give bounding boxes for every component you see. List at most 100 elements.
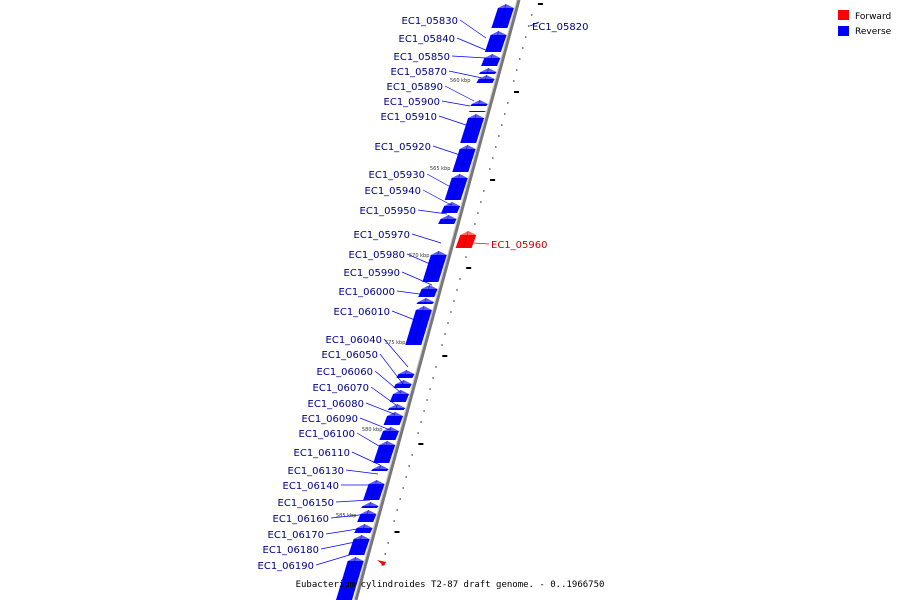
gene-EC1_06160[interactable] [357, 514, 377, 522]
gene-label[interactable]: EC1_06050 [322, 350, 378, 361]
label-leader-line [441, 100, 471, 107]
gene-EC1_06040[interactable] [396, 374, 415, 378]
gene-label[interactable]: EC1_06140 [283, 481, 339, 492]
gene-EC1_06160-cap [360, 510, 377, 514]
gene-label[interactable]: EC1_05920 [375, 142, 431, 153]
label-leader-line [351, 451, 381, 466]
gene-EC1_05830[interactable] [484, 35, 507, 52]
gene-EC1_06050[interactable] [393, 384, 412, 388]
label-leader-line [438, 115, 467, 126]
gene-EC1_05930[interactable] [444, 178, 468, 200]
gene-label[interactable]: EC1_06040 [326, 335, 382, 346]
gene-EC1_06170[interactable] [354, 528, 373, 533]
ruler-label: 560 kbp [450, 78, 470, 84]
gene-EC1_05990-cap [421, 285, 438, 289]
gene-EC1_05930-cap [451, 174, 468, 178]
gene-label[interactable]: EC1_05890 [387, 82, 443, 93]
gene-EC1_06010[interactable] [405, 310, 432, 345]
genome-caption: Eubacterium cylindroides T2-87 draft gen… [296, 580, 605, 590]
gene-label[interactable]: EC1_06100 [299, 429, 355, 440]
gene-EC1_05840[interactable] [481, 58, 501, 66]
gene-label[interactable]: EC1_05990 [344, 268, 400, 279]
gene-features [336, 3, 514, 600]
label-leader-line [365, 402, 395, 415]
gene-label[interactable]: EC1_05910 [381, 112, 437, 123]
gene-label[interactable]: EC1_06160 [273, 514, 329, 525]
gene-EC1_05850[interactable] [478, 72, 497, 74]
gene-label[interactable]: EC1_06170 [268, 530, 324, 541]
gene-label[interactable]: EC1_06090 [302, 414, 358, 425]
gene-EC1_05890[interactable] [470, 104, 488, 106]
gene-EC1_05820[interactable] [491, 8, 514, 28]
gene-EC1_06140-cap [368, 480, 385, 484]
gene-label[interactable]: EC1_05900 [384, 97, 440, 108]
gene-shade [448, 201, 453, 214]
gene-labels: EC1_05820 EC1_05830 EC1_05840 EC1_05850 EC1_… [258, 16, 589, 572]
gene-label[interactable]: EC1_06180 [263, 545, 319, 556]
gene-shade [463, 230, 469, 249]
gene-label[interactable]: EC1_05870 [391, 67, 447, 78]
gene-EC1_06080[interactable] [383, 416, 404, 425]
gene-shade [492, 30, 499, 53]
gene-EC1_06070-cap [389, 404, 406, 408]
gene-label[interactable]: EC1_06070 [313, 383, 369, 394]
gene-label[interactable]: EC1_05940 [365, 186, 421, 197]
gene-EC1_06110-cap [372, 465, 389, 469]
gene-EC1_05940-cap [444, 202, 461, 206]
gene-EC1_06190[interactable] [336, 561, 364, 600]
ruler-label: 570 kbp [409, 253, 429, 259]
gene-EC1_05980-cap [430, 251, 447, 255]
gene-EC1_05950[interactable] [438, 219, 457, 224]
gene-label[interactable]: EC1_06150 [278, 498, 334, 509]
gene-EC1_06150[interactable] [360, 506, 379, 508]
gene-EC1_05920[interactable] [452, 149, 476, 172]
gene-EC1_05990[interactable] [418, 289, 438, 297]
gene-label[interactable]: EC1_05950 [360, 206, 416, 217]
ruler-label: 565 kbp [430, 166, 450, 172]
gene-shade [424, 297, 427, 305]
label-leader-line [359, 417, 391, 431]
gene-EC1_05910[interactable] [460, 118, 485, 143]
gene-EC1_05960[interactable] [455, 235, 477, 248]
gene-label[interactable]: EC1_05960 [491, 240, 547, 251]
gene-shade [412, 305, 425, 346]
gene-label[interactable]: EC1_06130 [288, 466, 344, 477]
gene-label[interactable]: EC1_06060 [317, 367, 373, 378]
gene-EC1_06190-cap [347, 557, 364, 561]
gene-label[interactable]: EC1_05930 [369, 170, 425, 181]
gene-shade [368, 501, 371, 509]
gene-label[interactable]: EC1_06010 [334, 307, 390, 318]
gene-label[interactable]: EC1_06080 [308, 399, 364, 410]
gene-EC1_06090[interactable] [379, 431, 399, 440]
gene-EC1_05870[interactable] [476, 79, 495, 83]
legend-label-forward: Forward [855, 12, 891, 22]
gene-label[interactable]: EC1_05830 [402, 16, 458, 27]
gene-label[interactable]: EC1_06190 [258, 561, 314, 572]
gene-shade [488, 53, 493, 67]
gene-shade [430, 250, 440, 283]
gene-label[interactable]: EC1_06110 [294, 448, 350, 459]
gene-EC1_06140[interactable] [363, 484, 385, 500]
gene-EC1_05980[interactable] [422, 255, 447, 282]
gene-shade [459, 144, 468, 173]
gene-EC1_06000[interactable] [416, 302, 435, 304]
gene-shade [484, 74, 487, 84]
gene-EC1_06100-cap [379, 441, 396, 445]
gene-label[interactable]: EC1_05970 [354, 230, 410, 241]
gene-label[interactable]: EC1_05850 [394, 52, 450, 63]
gene-EC1_06060[interactable] [389, 394, 410, 402]
gene-EC1_06100[interactable] [373, 445, 396, 463]
gene-EC1_06180[interactable] [348, 539, 370, 555]
gene-shade [397, 389, 402, 403]
gene-EC1_05900[interactable] [468, 111, 486, 112]
gene-shade [361, 523, 365, 534]
gene-EC1_06010-cap [415, 306, 432, 310]
gene-EC1_06110[interactable] [371, 469, 389, 471]
gene-label[interactable]: EC1_05820 [532, 22, 588, 33]
gene-EC1_06070[interactable] [387, 408, 406, 410]
gene-label[interactable]: EC1_05980 [349, 250, 405, 261]
gene-label[interactable]: EC1_06000 [339, 287, 395, 298]
gene-EC1_05940[interactable] [441, 206, 461, 213]
label-leader-line [529, 21, 540, 27]
gene-label[interactable]: EC1_05840 [399, 34, 455, 45]
